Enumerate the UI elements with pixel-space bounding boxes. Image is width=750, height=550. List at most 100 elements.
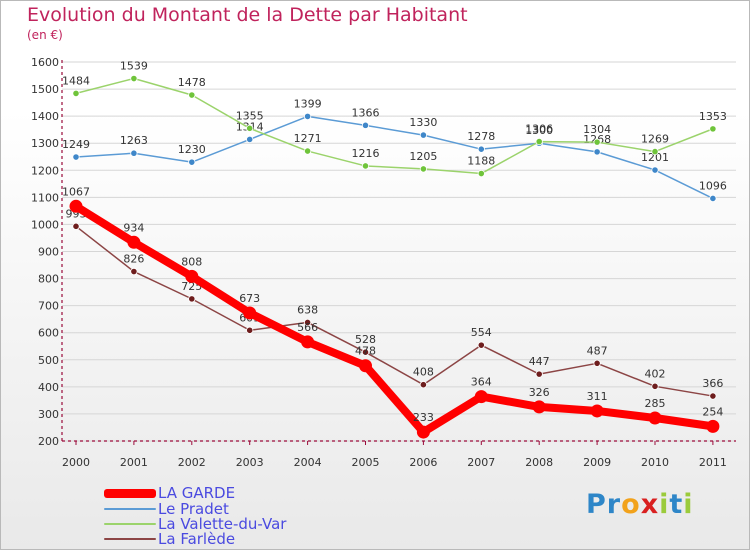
x-tick-label: 2000 — [62, 456, 90, 469]
data-point — [130, 267, 138, 276]
data-label: 566 — [297, 321, 318, 334]
data-point — [532, 400, 546, 414]
x-tick-label: 2011 — [699, 456, 727, 469]
data-point — [419, 165, 427, 173]
legend-item-la-garde: LA GARDE — [104, 484, 236, 502]
logo-letter: t — [669, 489, 684, 520]
y-tick-label: 1100 — [31, 191, 59, 204]
x-tick-label: 2004 — [294, 456, 322, 469]
data-label: 1353 — [699, 110, 727, 123]
data-label: 1269 — [641, 133, 669, 146]
x-tick-label: 2001 — [120, 456, 148, 469]
data-label: 1271 — [294, 132, 322, 145]
data-label: 478 — [355, 345, 376, 358]
data-label: 311 — [587, 390, 608, 403]
logo-letter: P — [586, 489, 607, 520]
x-tick-label: 2002 — [178, 456, 206, 469]
data-point — [246, 124, 254, 132]
data-point — [535, 370, 543, 378]
data-label: 1399 — [294, 97, 322, 110]
data-point — [361, 121, 370, 129]
series-line — [72, 202, 717, 437]
data-point — [359, 359, 372, 373]
x-tick-label: 2007 — [467, 456, 495, 469]
data-label: 402 — [645, 367, 666, 380]
data-point — [419, 131, 427, 139]
data-point — [188, 91, 196, 99]
data-label: 1355 — [236, 109, 264, 122]
data-label: 1306 — [525, 123, 553, 136]
data-point — [651, 148, 659, 156]
y-tick-label: 1600 — [31, 56, 59, 69]
data-label: 826 — [123, 253, 144, 266]
data-point — [477, 169, 485, 178]
data-label: 1304 — [583, 123, 611, 136]
data-point — [709, 194, 717, 203]
data-label: 1188 — [467, 155, 495, 168]
data-label: 1067 — [62, 185, 90, 198]
data-point — [477, 341, 485, 349]
x-tick-label: 2009 — [583, 456, 611, 469]
data-label: 1205 — [409, 150, 437, 163]
data-label: 285 — [645, 397, 666, 410]
chart-title: Evolution du Montant de la Dette par Hab… — [27, 4, 468, 26]
y-tick-label: 800 — [38, 273, 59, 286]
data-point — [706, 419, 720, 433]
data-point — [69, 199, 83, 213]
data-label: 1330 — [409, 116, 437, 129]
series-line — [75, 115, 714, 200]
data-point — [303, 112, 312, 121]
series-line — [75, 77, 714, 175]
chart-subtitle: (en €) — [27, 28, 63, 42]
data-point — [590, 404, 604, 418]
legend-item-le-pradet: Le Pradet — [104, 500, 229, 518]
data-point — [709, 392, 717, 400]
data-point — [416, 425, 430, 439]
data-label: 408 — [413, 366, 434, 379]
legend-item-la-valette: La Valette-du-Var — [104, 515, 287, 533]
data-point — [303, 147, 312, 155]
data-label: 447 — [529, 355, 550, 368]
y-tick-label: 600 — [38, 327, 59, 340]
data-point — [72, 222, 80, 230]
data-label: 366 — [702, 377, 723, 390]
data-point — [303, 318, 312, 327]
data-label: 1366 — [352, 106, 380, 119]
data-label: 808 — [181, 255, 202, 268]
y-tick-label: 1300 — [31, 137, 59, 150]
legend-item-la-farlede: La Farlède — [104, 530, 236, 548]
data-label: 254 — [702, 405, 723, 418]
data-point — [246, 326, 254, 334]
data-point — [72, 153, 80, 161]
legend-label: La Farlède — [158, 530, 236, 548]
data-label: 326 — [529, 386, 550, 399]
logo-letter: r — [606, 489, 622, 520]
data-label: 528 — [355, 333, 376, 346]
data-point — [474, 390, 488, 404]
data-label: 233 — [413, 411, 434, 424]
data-point — [185, 269, 199, 283]
data-point — [361, 162, 370, 170]
data-point — [593, 359, 601, 367]
data-point — [361, 348, 370, 356]
x-tick-label: 2008 — [525, 456, 553, 469]
legend-label: La Valette-du-Var — [158, 515, 287, 533]
data-point — [477, 145, 485, 153]
data-label: 487 — [587, 344, 608, 357]
data-label: 673 — [239, 292, 260, 305]
x-tick-label: 2010 — [641, 456, 669, 469]
data-point — [246, 135, 254, 144]
data-label: 1263 — [120, 134, 148, 147]
data-point — [648, 411, 662, 425]
data-point — [301, 335, 315, 349]
legend-swatch — [104, 508, 156, 510]
y-tick-label: 900 — [38, 246, 59, 259]
logo-letter: i — [659, 489, 670, 520]
data-label: 1539 — [120, 60, 148, 73]
legend-label: LA GARDE — [158, 484, 236, 502]
y-tick-label: 500 — [38, 354, 59, 367]
data-point — [651, 382, 659, 390]
y-tick-label: 400 — [38, 381, 59, 394]
